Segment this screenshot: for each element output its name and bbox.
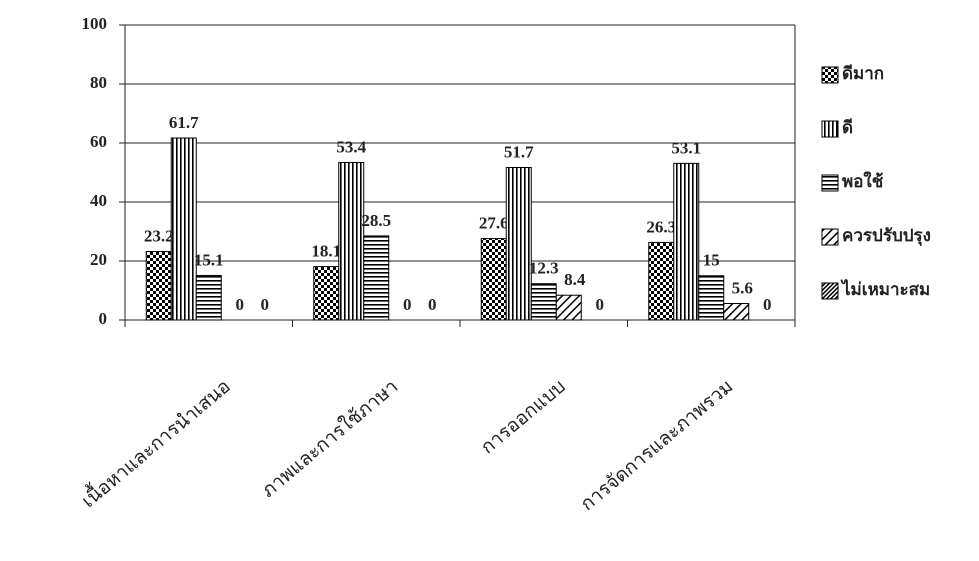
legend-swatch — [821, 282, 839, 300]
bar — [555, 294, 582, 321]
value-label: 51.7 — [504, 142, 534, 161]
x-tick-label: เนื้อหาและการนำเสนอ — [76, 373, 235, 512]
y-tick-label: 20 — [90, 250, 107, 269]
value-label: 5.6 — [732, 278, 753, 297]
value-label: 15.1 — [194, 250, 224, 269]
value-label: 0 — [403, 295, 412, 314]
y-tick-label: 80 — [90, 73, 107, 92]
bar — [195, 274, 222, 321]
legend-swatch — [821, 66, 839, 84]
bar — [170, 137, 197, 321]
legend-label: ไม่เหมาะสม — [840, 279, 930, 299]
bar — [648, 241, 675, 321]
y-tick-label: 60 — [90, 132, 107, 151]
value-label: 18.1 — [311, 242, 341, 261]
value-label: 28.5 — [361, 211, 391, 230]
value-label: 0 — [428, 295, 437, 314]
bar — [313, 266, 340, 321]
legend-label: ควรปรับปรุง — [842, 226, 931, 246]
bar — [530, 283, 557, 321]
value-label: 23.2 — [144, 226, 174, 245]
bar — [480, 238, 507, 321]
value-label: 27.6 — [479, 213, 509, 232]
legend-label: ดีมาก — [842, 63, 884, 83]
x-tick-label: การจัดการและภาพรวม — [577, 376, 737, 515]
legend-swatch — [821, 228, 839, 246]
value-label: 0 — [261, 295, 270, 314]
value-label: 53.1 — [671, 138, 701, 157]
value-label: 0 — [596, 295, 605, 314]
bar — [698, 275, 725, 321]
bar — [505, 166, 532, 321]
bar — [338, 161, 365, 321]
legend-swatch — [821, 174, 839, 192]
y-tick-label: 0 — [99, 309, 108, 328]
value-label: 61.7 — [169, 113, 199, 132]
value-label: 0 — [763, 295, 772, 314]
y-tick-label: 100 — [82, 14, 108, 33]
value-label: 0 — [236, 295, 245, 314]
y-tick-label: 40 — [90, 191, 107, 210]
value-label: 8.4 — [564, 270, 586, 289]
x-tick-label: การออกแบบ — [477, 376, 569, 458]
bar — [723, 302, 750, 321]
x-tick-label: ภาพและการใช้ภาษา — [257, 375, 402, 502]
value-label: 15 — [703, 251, 720, 270]
bar — [145, 251, 172, 321]
value-label: 12.3 — [529, 259, 559, 278]
legend-label: ดี — [842, 117, 853, 137]
legend-swatch — [821, 120, 839, 138]
bar — [673, 162, 700, 321]
value-label: 53.4 — [336, 137, 366, 156]
bar — [363, 235, 390, 321]
value-label: 26.3 — [646, 217, 676, 236]
legend-label: พอใช้ — [842, 171, 884, 191]
